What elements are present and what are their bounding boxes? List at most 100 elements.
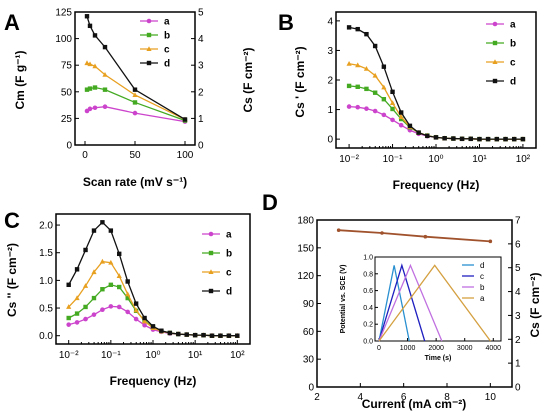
point-d <box>84 14 90 19</box>
point-d <box>117 251 122 257</box>
point-main <box>423 234 428 239</box>
point-d <box>192 332 198 338</box>
point-d <box>100 220 105 225</box>
x-tick-label: 10⁻¹ <box>101 350 121 361</box>
point-a <box>116 304 122 310</box>
point-d <box>182 117 188 122</box>
point-d <box>372 43 378 49</box>
point-a <box>381 112 387 118</box>
point-d <box>468 136 473 142</box>
point-a <box>364 106 369 111</box>
x-tick-label: 10² <box>516 154 531 165</box>
point-d <box>433 135 439 140</box>
inset-line-b <box>378 263 443 342</box>
point-d <box>125 279 130 284</box>
y-tick-label-left: 125 <box>55 8 72 19</box>
point-d <box>102 44 108 50</box>
point-d <box>176 331 181 337</box>
point-c <box>133 307 139 313</box>
inset-y-tick-label: 0.6 <box>363 288 373 295</box>
point-c <box>91 269 97 275</box>
point-a <box>74 320 80 325</box>
point-d <box>235 333 240 338</box>
inset-x-tick-label: 2000 <box>428 345 444 352</box>
point-d <box>381 64 387 69</box>
x-tick-label: 0 <box>82 150 88 161</box>
legend-label-d: d <box>164 59 170 70</box>
point-d <box>87 23 93 29</box>
point-d <box>398 110 404 115</box>
point-d <box>159 328 164 333</box>
point-b <box>100 287 105 292</box>
y-tick-label-left: 0.0 <box>39 331 53 342</box>
inset-ylabel: Potential vs. SCE (V) <box>340 265 347 334</box>
point-d <box>133 301 139 306</box>
point-c <box>389 100 396 106</box>
point-c <box>87 61 93 67</box>
point-c <box>99 258 106 264</box>
legend-marker-c <box>208 269 214 274</box>
point-a <box>390 117 395 123</box>
inset-legend-label-a: a <box>480 294 485 303</box>
y-tick-label-left: 75 <box>61 61 73 72</box>
y-tick-label-left: 3 <box>327 46 333 57</box>
point-c <box>398 114 404 119</box>
y-tick-label-right: 3 <box>198 61 204 72</box>
legend-marker-a <box>492 21 498 27</box>
y-tick-label-right: 5 <box>515 263 521 274</box>
y-tick-label-left: 4 <box>327 16 333 27</box>
inset-xlabel: Time (s) <box>425 355 452 362</box>
point-d <box>167 330 173 336</box>
point-b <box>108 282 114 288</box>
panel-c-ylabel: Cs '' (F cm⁻²) <box>5 243 19 317</box>
y-tick-label-left: 2.0 <box>39 221 53 232</box>
point-a <box>92 105 98 111</box>
inset-legend-label-b: b <box>480 283 485 292</box>
inset-x-tick-label: 0 <box>377 345 381 352</box>
point-d <box>218 333 223 338</box>
point-a <box>108 304 114 309</box>
point-c <box>355 62 361 68</box>
y-tick-label-right: 6 <box>515 239 521 250</box>
point-a <box>102 104 108 109</box>
y-tick-label-right: 5 <box>198 8 204 19</box>
y-tick-label-left: 1 <box>327 105 333 116</box>
legend-marker-d <box>146 60 152 66</box>
point-b <box>74 311 80 316</box>
point-c <box>102 71 108 77</box>
point-d <box>132 87 138 92</box>
panel-b-xlabel: Frequency (Hz) <box>393 178 480 192</box>
x-tick-label: 10⁻² <box>339 154 359 165</box>
point-d <box>108 228 114 233</box>
x-tick-label: 10 <box>485 392 497 403</box>
point-d <box>92 33 98 38</box>
legend-label-b: b <box>510 39 516 50</box>
y-tick-label-left: 0 <box>66 141 72 152</box>
y-tick-label-left: 1.5 <box>39 248 53 259</box>
x-tick-label: 10¹ <box>188 350 203 361</box>
point-c <box>84 60 90 66</box>
point-a <box>87 106 93 112</box>
legend-label-a: a <box>226 230 232 241</box>
x-tick-label: 10⁻¹ <box>383 154 403 165</box>
y-tick-label-left: 180 <box>297 216 314 227</box>
y-tick-label-left: 90 <box>303 299 315 310</box>
y-tick-label-left: 100 <box>55 34 72 45</box>
point-c <box>74 295 80 301</box>
inset-y-tick-label: 0.8 <box>363 271 373 278</box>
legend-marker-c <box>492 59 498 64</box>
point-d <box>346 25 352 30</box>
point-d <box>364 31 369 37</box>
x-tick-label: 100 <box>177 150 194 161</box>
point-c <box>132 92 138 97</box>
y-tick-label-right: 1 <box>198 114 204 125</box>
point-d <box>226 333 232 338</box>
x-tick-label: 10⁰ <box>428 154 443 165</box>
panel-d: D 0 30 60 90 120 150 180 0 1 2 3 4 5 6 7 2 4 6 8 10 Curre… <box>262 190 542 411</box>
panel-b-ylabel: Cs ' (F cm⁻²) <box>293 46 307 117</box>
point-d <box>416 130 421 135</box>
point-d <box>184 332 189 337</box>
point-b <box>355 84 360 89</box>
point-a <box>100 307 105 313</box>
